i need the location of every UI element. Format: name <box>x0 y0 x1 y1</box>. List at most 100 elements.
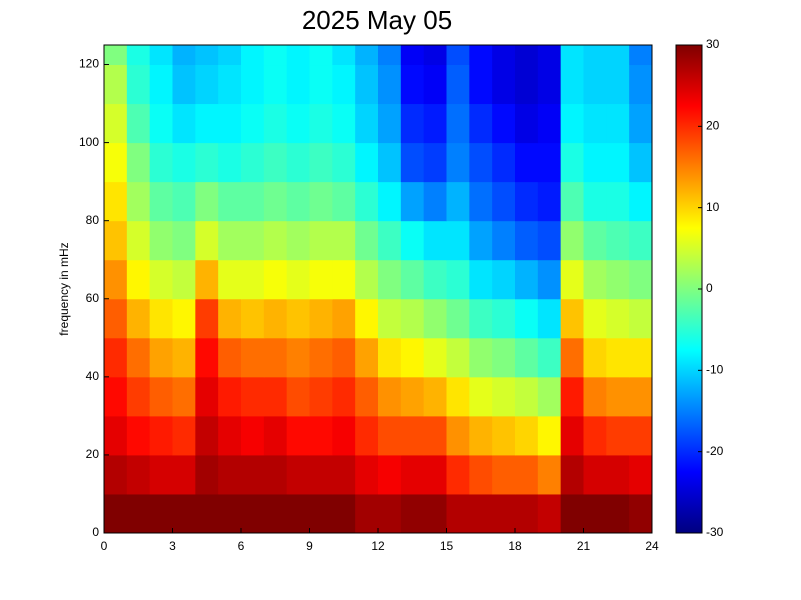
cell <box>446 376 470 417</box>
cell <box>218 376 242 417</box>
cell <box>423 259 447 300</box>
cell <box>241 337 265 378</box>
cell <box>241 103 265 144</box>
cell <box>332 259 356 300</box>
cell <box>218 142 242 183</box>
cell <box>537 181 562 222</box>
cell <box>195 259 219 300</box>
cell <box>263 103 288 144</box>
cell <box>355 64 379 105</box>
cell <box>241 220 265 261</box>
cell <box>263 454 288 495</box>
cell <box>469 454 493 495</box>
cell <box>149 259 173 300</box>
cell <box>195 142 219 183</box>
cell <box>583 45 607 66</box>
colorbar-tick-label: -20 <box>706 444 724 458</box>
cell <box>515 376 539 417</box>
cell <box>104 45 128 66</box>
cell <box>195 337 219 378</box>
cell <box>515 45 539 66</box>
cell <box>355 103 379 144</box>
x-tick-label: 6 <box>238 539 245 553</box>
cell <box>355 259 379 300</box>
cell <box>583 220 607 261</box>
cell <box>309 493 333 534</box>
cell <box>400 220 425 261</box>
cell <box>446 259 470 300</box>
cell <box>263 220 288 261</box>
cell <box>492 220 516 261</box>
cell <box>446 493 470 534</box>
cell <box>263 259 288 300</box>
cell <box>469 493 493 534</box>
cell <box>149 415 173 456</box>
cell <box>104 493 128 534</box>
cell <box>195 220 219 261</box>
cell <box>400 259 425 300</box>
cell <box>172 220 196 261</box>
cell <box>492 45 516 66</box>
cell <box>606 220 630 261</box>
cell <box>355 454 379 495</box>
cell <box>218 493 242 534</box>
cell <box>378 493 402 534</box>
cell <box>172 415 196 456</box>
cell <box>218 337 242 378</box>
cell <box>629 454 653 495</box>
cell <box>537 103 562 144</box>
cell <box>515 415 539 456</box>
cell <box>218 45 242 66</box>
cell <box>218 181 242 222</box>
cell <box>195 64 219 105</box>
cell <box>172 64 196 105</box>
cell <box>400 337 425 378</box>
cell <box>149 298 173 339</box>
cell <box>606 376 630 417</box>
y-tick-label: 100 <box>79 135 99 149</box>
cell <box>583 142 607 183</box>
cell <box>537 454 562 495</box>
cell <box>263 337 288 378</box>
cell <box>492 259 516 300</box>
cell <box>149 103 173 144</box>
cell <box>355 220 379 261</box>
cell <box>583 454 607 495</box>
cell <box>172 298 196 339</box>
cell <box>104 142 128 183</box>
cell <box>286 45 310 66</box>
cell <box>560 220 584 261</box>
cell <box>149 45 173 66</box>
cell <box>172 181 196 222</box>
cell <box>286 259 310 300</box>
cell <box>583 298 607 339</box>
cell <box>560 415 584 456</box>
cell <box>195 454 219 495</box>
cell <box>469 181 493 222</box>
cell <box>332 454 356 495</box>
cell <box>378 415 402 456</box>
x-tick-label: 12 <box>371 539 385 553</box>
cell <box>583 376 607 417</box>
colorbar-tick-label: 0 <box>706 281 713 295</box>
cell <box>355 415 379 456</box>
cell <box>423 454 447 495</box>
cell <box>195 376 219 417</box>
cell <box>263 45 288 66</box>
cell <box>469 376 493 417</box>
cell <box>400 142 425 183</box>
y-tick-label: 60 <box>86 291 100 305</box>
cell <box>606 298 630 339</box>
cell <box>492 181 516 222</box>
cell <box>629 220 653 261</box>
cell <box>218 64 242 105</box>
cell <box>446 454 470 495</box>
cell <box>400 103 425 144</box>
cell <box>583 259 607 300</box>
cell <box>172 259 196 300</box>
cell <box>241 142 265 183</box>
colorbar-tick-label: 30 <box>706 37 720 51</box>
cell <box>286 454 310 495</box>
cell <box>629 415 653 456</box>
cell <box>515 298 539 339</box>
